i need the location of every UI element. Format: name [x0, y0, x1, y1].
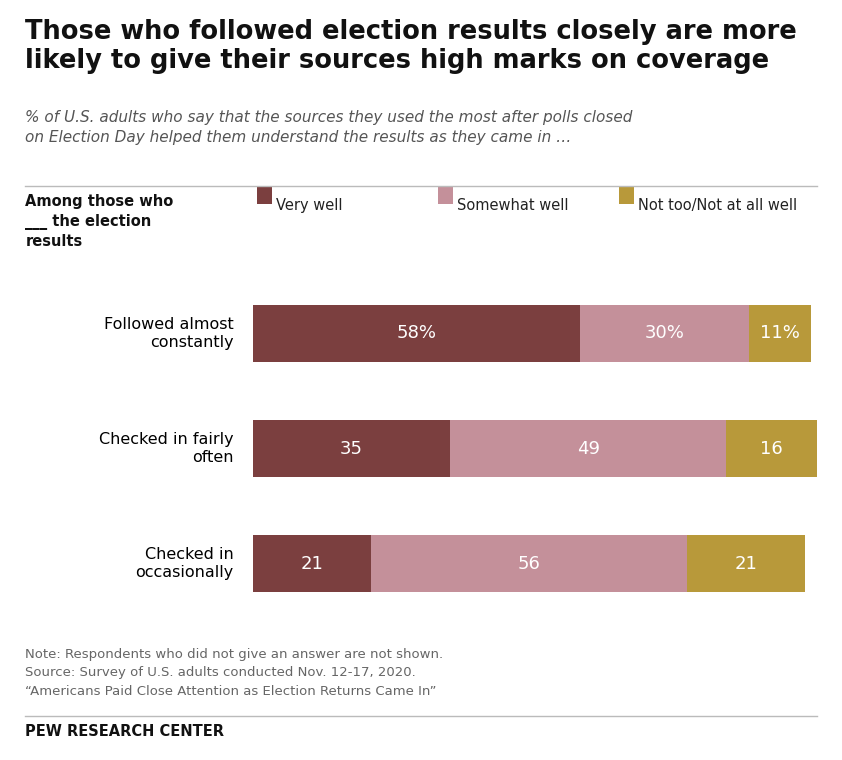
Text: % of U.S. adults who say that the sources they used the most after polls closed
: % of U.S. adults who say that the source… — [25, 110, 632, 145]
Text: 21: 21 — [735, 555, 758, 573]
Bar — [253, 305, 580, 363]
Text: Not too/Not at all well: Not too/Not at all well — [638, 198, 797, 213]
Text: 16: 16 — [760, 439, 783, 458]
Text: Very well: Very well — [276, 198, 343, 213]
Text: 35: 35 — [340, 439, 363, 458]
Text: 49: 49 — [577, 439, 600, 458]
Text: PEW RESEARCH CENTER: PEW RESEARCH CENTER — [25, 724, 224, 739]
Text: 56: 56 — [518, 555, 541, 573]
Bar — [749, 305, 811, 363]
Bar — [450, 420, 727, 477]
Bar — [687, 535, 806, 593]
Text: Among those who
___ the election
results: Among those who ___ the election results — [25, 194, 173, 249]
Bar — [580, 305, 749, 363]
Text: 11%: 11% — [760, 325, 800, 342]
Text: Note: Respondents who did not give an answer are not shown.
Source: Survey of U.: Note: Respondents who did not give an an… — [25, 648, 444, 698]
Text: 58%: 58% — [397, 325, 436, 342]
Text: 21: 21 — [301, 555, 323, 573]
Bar — [253, 535, 371, 593]
Bar — [371, 535, 687, 593]
Text: Those who followed election results closely are more
likely to give their source: Those who followed election results clos… — [25, 19, 797, 74]
Bar — [253, 420, 450, 477]
Bar — [727, 420, 817, 477]
Text: Somewhat well: Somewhat well — [457, 198, 568, 213]
Text: 30%: 30% — [644, 325, 685, 342]
